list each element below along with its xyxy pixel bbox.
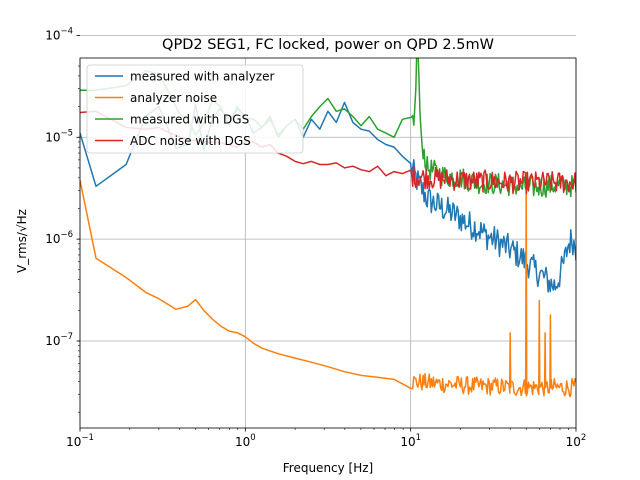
legend-label: analyzer noise <box>130 91 217 105</box>
y-tick-mantissa: 10 <box>45 28 60 42</box>
series-group <box>80 58 576 398</box>
x-tick-mantissa: 10 <box>400 435 415 449</box>
legend-label: measured with DGS <box>130 113 249 127</box>
legend-label: ADC noise with DGS <box>130 134 251 148</box>
y-tick-label: 10−4 <box>45 26 73 42</box>
series-line-measured-with-analyzer <box>80 101 576 293</box>
y-tick-exponent: −5 <box>60 128 73 138</box>
x-tick-label: 101 <box>400 433 421 449</box>
y-tick-mantissa: 10 <box>45 130 60 144</box>
x-tick-mantissa: 10 <box>235 435 250 449</box>
legend: measured with analyzer analyzer noise meas… <box>86 64 304 154</box>
y-tick-label: 10−5 <box>45 128 73 144</box>
x-tick-exponent: 0 <box>250 433 255 443</box>
x-tick-mantissa: 10 <box>66 435 81 449</box>
x-tick-mantissa: 10 <box>566 435 581 449</box>
y-tick-label: 10−6 <box>45 230 73 246</box>
series-line-adc-noise-with-dgs <box>80 110 576 195</box>
series-line-analyzer-noise <box>80 171 576 398</box>
y-tick-exponent: −4 <box>60 26 73 36</box>
x-tick-label: 102 <box>566 433 587 449</box>
y-tick-exponent: −6 <box>60 230 73 240</box>
chart-title: QPD2 SEG1, FC locked, power on QPD 2.5mW <box>162 37 494 53</box>
x-tick-exponent: 2 <box>581 433 586 443</box>
y-axis-label: V_rms/√Hz <box>15 209 29 273</box>
axes-frame <box>79 57 577 429</box>
y-tick-exponent: −7 <box>60 332 73 342</box>
x-tick-label: 100 <box>235 433 256 449</box>
x-tick-label: 10−1 <box>66 433 94 449</box>
y-tick-mantissa: 10 <box>45 334 60 348</box>
y-tick-mantissa: 10 <box>45 232 60 246</box>
y-tick-label: 10−7 <box>45 332 73 348</box>
x-tick-exponent: −1 <box>81 433 94 443</box>
x-axis-label: Frequency [Hz] <box>283 461 374 475</box>
legend-box <box>86 64 304 154</box>
legend-label: measured with analyzer <box>130 70 274 84</box>
x-tick-exponent: 1 <box>416 433 421 443</box>
